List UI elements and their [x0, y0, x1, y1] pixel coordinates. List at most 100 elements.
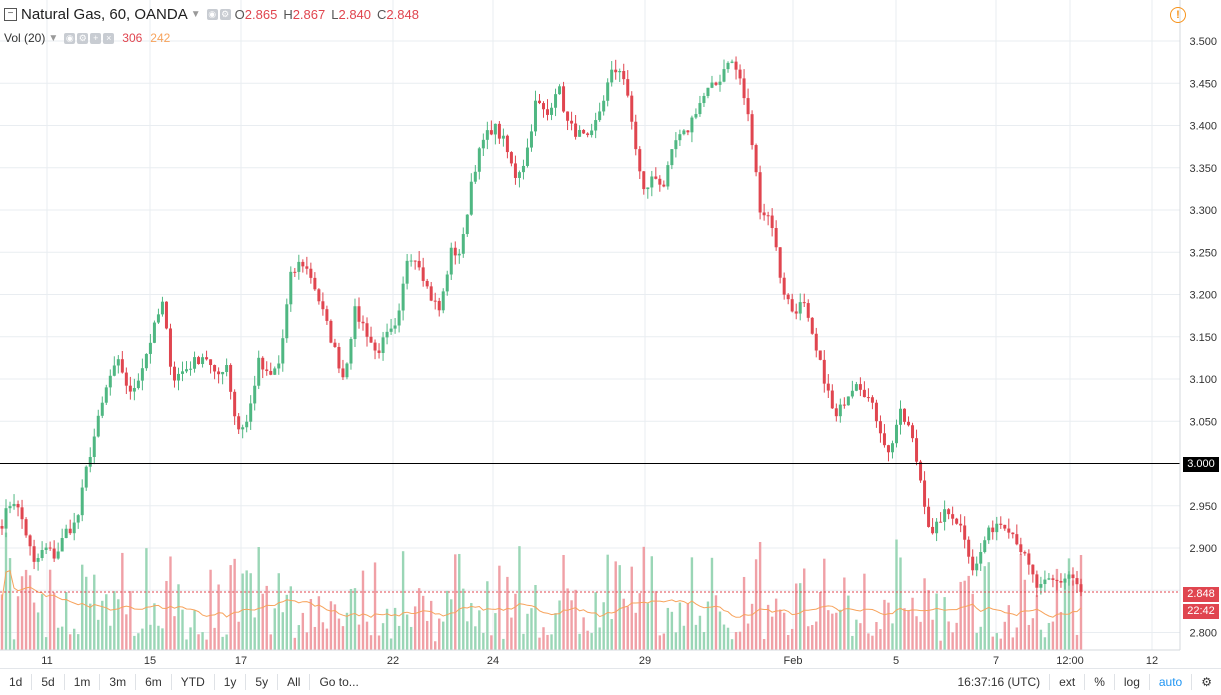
candle-body: [221, 371, 225, 375]
volume-bar: [434, 641, 437, 650]
candle-body: [766, 215, 770, 217]
candle-body: [971, 556, 975, 571]
range-6m[interactable]: 6m: [136, 674, 172, 690]
candle-body: [963, 525, 967, 540]
volume-bar: [911, 597, 914, 650]
add-icon[interactable]: +: [90, 32, 102, 44]
candle-body: [381, 337, 385, 353]
gear-icon[interactable]: ⚙: [77, 32, 89, 44]
candle-body: [441, 291, 445, 311]
candle-body: [501, 135, 505, 139]
auto-toggle[interactable]: auto: [1148, 674, 1191, 690]
volume-bar: [891, 623, 894, 650]
collapse-toggle[interactable]: −: [4, 8, 17, 21]
gear-icon[interactable]: ⚙: [219, 9, 231, 20]
volume-bar: [93, 574, 96, 650]
eye-icon[interactable]: ◉: [206, 9, 218, 20]
level-price-tag: 3.000: [1183, 457, 1219, 472]
chevron-down-icon[interactable]: ▼: [190, 9, 201, 20]
candle-body: [1007, 528, 1011, 533]
candle-body: [979, 551, 983, 564]
volume-bar: [241, 573, 244, 650]
symbol-label[interactable]: Natural Gas, 60, OANDA: [21, 6, 188, 23]
candle-body: [682, 130, 686, 135]
candle-body: [537, 100, 541, 104]
volume-bar: [1039, 629, 1043, 650]
time-tick-label: 11: [41, 655, 52, 667]
candle-body: [493, 123, 497, 135]
range-1y[interactable]: 1y: [215, 674, 247, 690]
candle-body: [862, 389, 866, 398]
volume-label[interactable]: Vol (20): [4, 31, 46, 45]
candle-body: [734, 61, 738, 70]
percent-toggle[interactable]: %: [1084, 674, 1114, 690]
candle-body: [393, 325, 397, 329]
candle-body: [108, 375, 112, 388]
volume-bar: [237, 621, 240, 650]
candle-body: [790, 299, 794, 312]
candle-body: [233, 391, 237, 417]
volume-bar: [991, 636, 994, 650]
candle-body: [156, 314, 160, 323]
candle-body: [449, 247, 453, 275]
log-toggle[interactable]: log: [1113, 674, 1149, 690]
volume-bar: [863, 573, 866, 650]
price-chart[interactable]: 3.500 3.450 3.400 3.350 3.300 3.250 3.200 3.150…: [0, 0, 1221, 668]
range-1m[interactable]: 1m: [65, 674, 101, 690]
candle-body: [726, 62, 730, 70]
volume-bar: [762, 639, 766, 650]
volume-bar: [786, 634, 790, 650]
volume-bar: [193, 610, 196, 650]
candle-body: [485, 130, 489, 140]
candle-body: [738, 69, 742, 79]
chevron-down-icon[interactable]: ▼: [48, 32, 59, 44]
range-all[interactable]: All: [278, 674, 311, 690]
candle-body: [185, 369, 189, 372]
candle-body: [694, 114, 698, 118]
candle-body: [40, 550, 44, 559]
candle-body: [88, 457, 92, 467]
candle-body: [525, 147, 529, 166]
close-icon[interactable]: ×: [103, 32, 115, 44]
time-tick-label: 12:00: [1056, 655, 1084, 667]
volume-bar: [682, 625, 686, 650]
volume-bar: [257, 547, 260, 650]
volume-bar: [333, 604, 337, 650]
candle-body: [12, 503, 16, 507]
candle-body: [610, 69, 614, 83]
volume-bar: [987, 562, 990, 650]
candle-body: [550, 107, 554, 115]
candle-body: [4, 508, 8, 529]
volume-bar: [566, 588, 569, 650]
volume-bar: [975, 632, 978, 650]
candle-body: [806, 303, 810, 318]
candle-body: [353, 306, 357, 340]
open-value: 2.865: [244, 7, 278, 22]
ext-toggle[interactable]: ext: [1049, 674, 1084, 690]
clock-time[interactable]: 16:37:16 (UTC): [957, 675, 1041, 689]
range-3m[interactable]: 3m: [100, 674, 137, 690]
candle-body: [397, 310, 401, 326]
candle-body: [1059, 580, 1063, 583]
volume-bar: [129, 591, 132, 650]
goto-button[interactable]: Go to...: [319, 675, 359, 689]
candle-body: [834, 408, 838, 417]
eye-icon[interactable]: ◉: [64, 32, 76, 44]
range-ytd[interactable]: YTD: [172, 674, 215, 690]
volume-bar: [32, 602, 36, 650]
alert-icon[interactable]: !: [1170, 7, 1186, 23]
volume-bar: [44, 637, 48, 650]
candle-body: [915, 438, 919, 462]
range-1d[interactable]: 1d: [0, 674, 33, 690]
candle-body: [870, 397, 874, 403]
volume-bar: [606, 554, 609, 650]
range-5d[interactable]: 5d: [32, 674, 65, 690]
volume-bar: [903, 608, 906, 650]
volume-bar: [141, 628, 144, 650]
range-5y[interactable]: 5y: [246, 674, 279, 690]
volume-bar: [534, 584, 537, 650]
settings-gear-icon[interactable]: ⚙: [1191, 674, 1221, 690]
candle-body: [698, 103, 702, 115]
volume-bar: [538, 637, 541, 650]
volume-ma-path: [1, 569, 1082, 618]
